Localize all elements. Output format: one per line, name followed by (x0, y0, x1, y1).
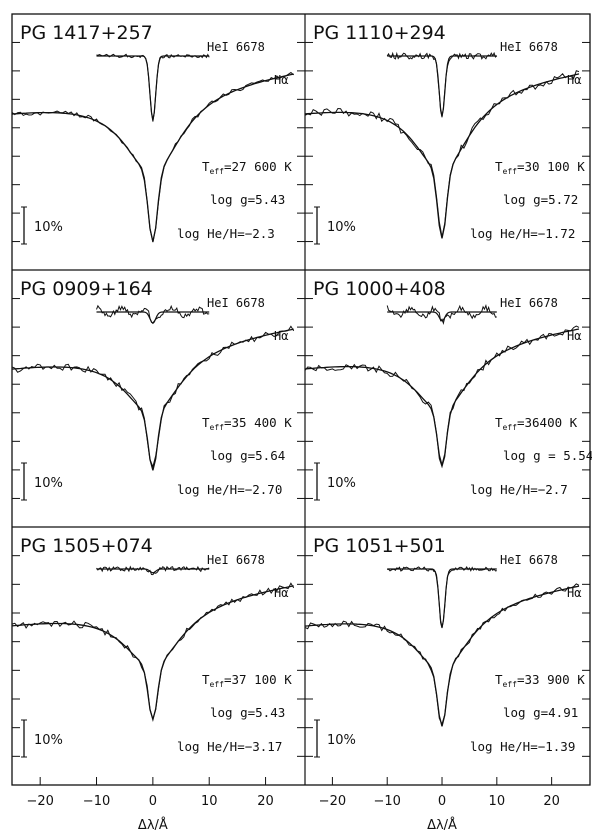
hei-label: HeI 6678 (500, 40, 558, 54)
loghe-label: log He/H=−2.7 (470, 482, 568, 497)
hei-label: HeI 6678 (207, 40, 265, 54)
x-tick-label: −20 (26, 794, 53, 809)
halpha-model-line (11, 73, 294, 242)
panel-6: PG 1051+501 HeI 6678 Hα Teff=33 900 K log g=… (304, 535, 590, 758)
x-tick-label: −10 (83, 794, 110, 809)
x-tick-label: 10 (201, 794, 218, 809)
panel-4: PG 1000+408 HeI 6678 Hα Teff=36400 K log g =… (304, 278, 592, 501)
hei-model-line (387, 55, 497, 117)
logg-label: log g = 5.54 (503, 448, 592, 463)
x-tick-label: −20 (319, 794, 346, 809)
loghe-label: log He/H=−2.3 (177, 226, 275, 241)
hei-observed-line (386, 303, 497, 325)
halpha-observed-line (11, 582, 295, 721)
halpha-label: Hα (567, 329, 581, 343)
halpha-observed-line (304, 70, 580, 237)
panel-title: PG 1505+074 (20, 535, 153, 557)
teff-label: Teff=30 100 K (495, 159, 585, 176)
logg-label: log g=5.43 (210, 705, 285, 720)
teff-label: Teff=33 900 K (495, 672, 585, 689)
teff-label: Teff=36400 K (495, 415, 578, 432)
loghe-label: log He/H=−1.39 (470, 739, 575, 754)
loghe-label: log He/H=−2.70 (177, 482, 282, 497)
logg-label: log g=5.64 (210, 448, 285, 463)
hei-label: HeI 6678 (500, 296, 558, 310)
hei-model-line (96, 311, 210, 325)
logg-label: log g=5.43 (210, 192, 285, 207)
scale-bar-label: 10% (327, 476, 356, 491)
x-tick-label: 0 (438, 794, 446, 809)
scale-bar-label: 10% (34, 220, 63, 235)
halpha-label: Hα (567, 586, 581, 600)
teff-label: Teff=37 100 K (202, 672, 292, 689)
loghe-label: log He/H=−1.72 (470, 226, 575, 241)
hei-model-line (96, 55, 210, 120)
panel-title: PG 1051+501 (313, 535, 446, 557)
teff-label: Teff=27 600 K (202, 159, 292, 176)
logg-label: log g=4.91 (503, 705, 578, 720)
halpha-observed-line (304, 325, 580, 469)
panel-title: PG 1000+408 (313, 278, 446, 300)
hei-observed-line (96, 304, 210, 324)
x-tick-label: −10 (373, 794, 400, 809)
scale-bar-label: 10% (34, 733, 63, 748)
hei-observed-line (387, 566, 497, 629)
halpha-model-line (304, 73, 580, 239)
scale-bar-label: 10% (327, 733, 356, 748)
x-tick-label: 0 (149, 794, 157, 809)
x-tick-label: 10 (489, 794, 506, 809)
hei-observed-line (386, 51, 498, 118)
hei-label: HeI 6678 (207, 553, 265, 567)
scale-bar-label: 10% (34, 476, 63, 491)
hei-model-line (96, 568, 210, 574)
halpha-observed-line (11, 325, 295, 469)
hei-label: HeI 6678 (207, 296, 265, 310)
x-tick-label: 20 (543, 794, 560, 809)
x-tick-label: 20 (257, 794, 274, 809)
panel-title: PG 1110+294 (313, 22, 446, 44)
plot-frame (11, 13, 591, 786)
halpha-model-line (304, 328, 580, 468)
x-axis-label: Δλ/Å (427, 817, 457, 833)
halpha-observed-line (304, 583, 580, 726)
loghe-label: log He/H=−3.17 (177, 739, 282, 754)
panel-title: PG 0909+164 (20, 278, 153, 300)
hei-label: HeI 6678 (500, 553, 558, 567)
x-axis-label: Δλ/Å (138, 817, 168, 833)
logg-label: log g=5.72 (503, 192, 578, 207)
panel-title: PG 1417+257 (20, 22, 153, 44)
halpha-model-line (11, 585, 294, 723)
hei-observed-line (96, 565, 210, 576)
hei-model-line (387, 568, 497, 628)
teff-label: Teff=35 400 K (202, 415, 292, 432)
halpha-observed-line (11, 71, 295, 243)
hei-observed-line (96, 53, 210, 122)
scale-bar-label: 10% (327, 220, 356, 235)
